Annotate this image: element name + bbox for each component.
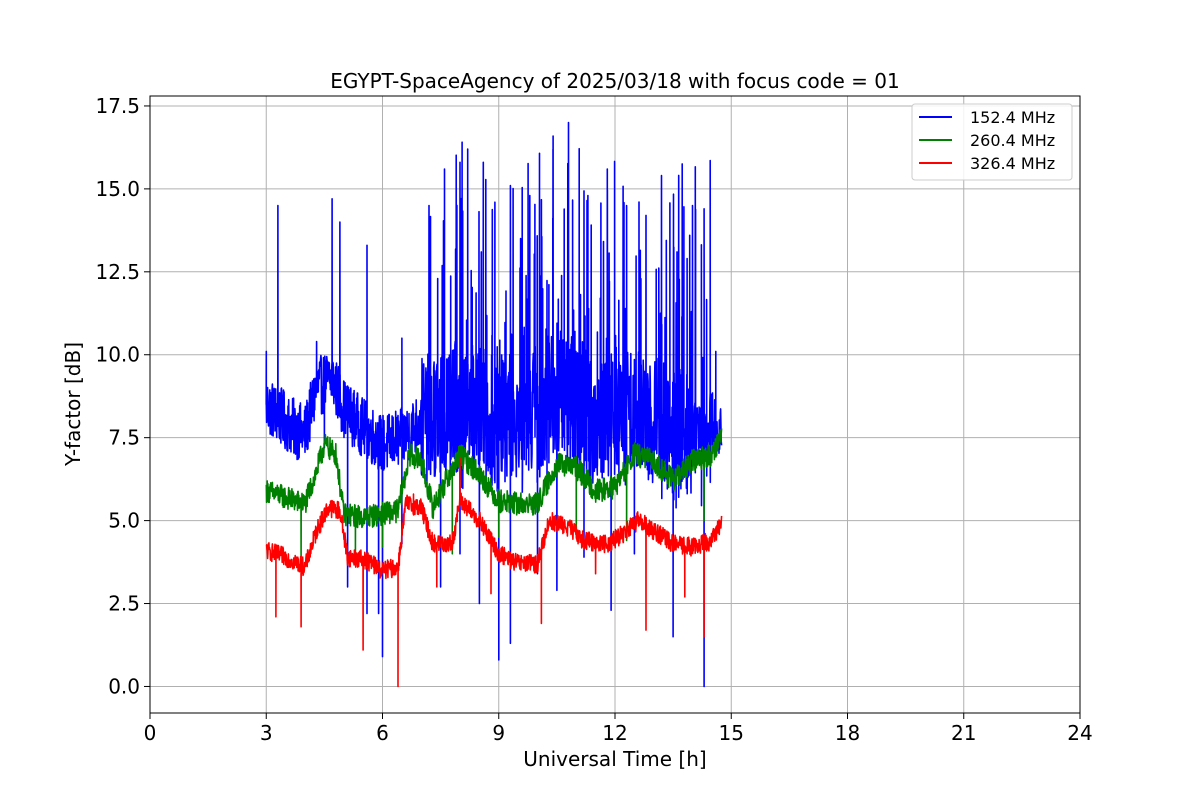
chart-title: EGYPT-SpaceAgency of 2025/03/18 with foc…: [330, 69, 899, 93]
x-tick-label: 0: [144, 721, 157, 745]
x-tick-label: 6: [376, 721, 389, 745]
y-tick-label: 2.5: [108, 592, 140, 616]
x-axis: 0 3 6 9 12 15 18 21 24: [144, 713, 1093, 745]
x-tick-label: 12: [602, 721, 627, 745]
y-tick-label: 10.0: [95, 343, 140, 367]
y-tick-label: 12.5: [95, 260, 140, 284]
x-tick-label: 24: [1067, 721, 1092, 745]
legend-label: 260.4 MHz: [970, 131, 1055, 150]
series-layer: [265, 121, 723, 688]
legend-box: [911, 103, 1073, 181]
y-tick-label: 0.0: [108, 674, 140, 698]
y-axis: 0.0 2.5 5.0 7.5 10.0 12.5 15.0 17.5: [95, 94, 150, 698]
legend: 152.4 MHz 260.4 MHz 326.4 MHz: [911, 103, 1073, 181]
y-tick-label: 17.5: [95, 94, 140, 118]
series-line-152-4-mhz: [265, 121, 723, 688]
x-tick-label: 18: [835, 721, 860, 745]
legend-label: 326.4 MHz: [970, 154, 1055, 173]
x-tick-label: 21: [951, 721, 976, 745]
y-tick-label: 5.0: [108, 509, 140, 533]
x-tick-label: 9: [492, 721, 505, 745]
legend-label: 152.4 MHz: [970, 108, 1055, 127]
x-tick-label: 15: [719, 721, 744, 745]
y-tick-label: 15.0: [95, 177, 140, 201]
y-axis-label: Y-factor [dB]: [61, 342, 85, 467]
series-line-326-4-mhz: [265, 456, 723, 688]
series-line-260-4-mhz: [265, 428, 723, 558]
x-tick-label: 3: [260, 721, 273, 745]
x-axis-label: Universal Time [h]: [523, 747, 706, 771]
y-tick-label: 7.5: [108, 426, 140, 450]
